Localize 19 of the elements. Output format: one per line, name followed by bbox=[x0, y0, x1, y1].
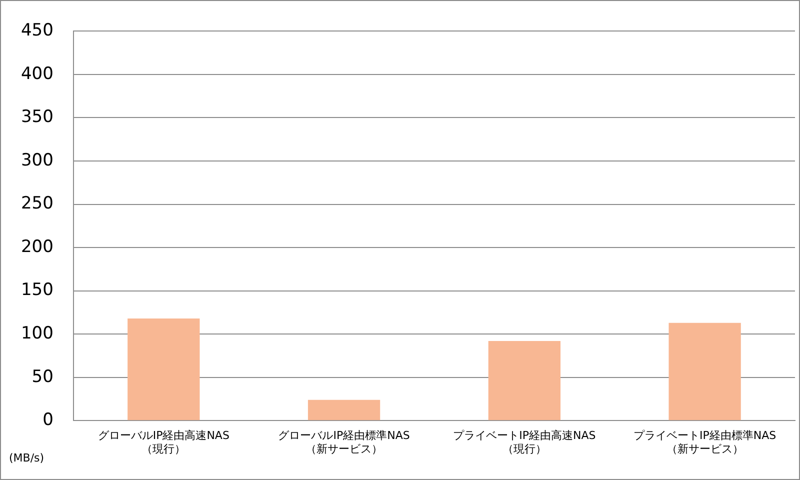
bar bbox=[308, 400, 380, 420]
y-tick-label: 100 bbox=[20, 323, 54, 344]
y-tick-label: 250 bbox=[20, 194, 54, 214]
bar bbox=[668, 322, 741, 420]
y-tick-label: 300 bbox=[20, 150, 54, 170]
y-tick-label: 50 bbox=[32, 366, 54, 387]
x-tick-label: グローバルIP経由標準NAS（新サービス） bbox=[278, 429, 410, 456]
y-tick-label: 200 bbox=[20, 236, 54, 257]
y-tick-label: 450 bbox=[20, 20, 54, 41]
y-tick-label: 350 bbox=[20, 107, 54, 128]
y-tick-label: 150 bbox=[20, 280, 54, 300]
bar bbox=[488, 340, 560, 420]
x-tick-label: グローバルIP経由高速NAS（現行） bbox=[98, 429, 230, 456]
y-tick-label: 0 bbox=[42, 410, 54, 430]
x-tick-label: プライベートIP経由高速NAS（現行） bbox=[453, 429, 596, 456]
bar bbox=[128, 318, 200, 420]
y-axis-title: (MB/s) bbox=[9, 451, 44, 464]
y-tick-label: 400 bbox=[20, 64, 54, 84]
x-tick-label: プライベートIP経由標準NAS（新サービス） bbox=[633, 429, 776, 456]
